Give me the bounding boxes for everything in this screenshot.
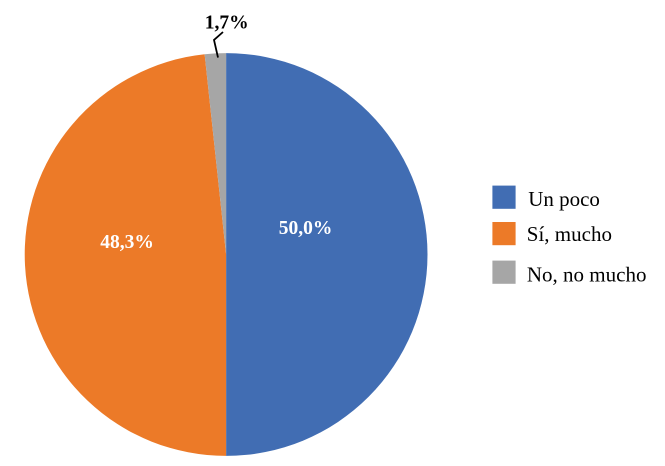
svg-text:48,3%: 48,3% — [100, 232, 154, 253]
svg-text:Un poco: Un poco — [528, 187, 600, 211]
svg-text:50,0%: 50,0% — [279, 218, 333, 239]
svg-text:Sí, mucho: Sí, mucho — [527, 222, 612, 246]
svg-text:No, no mucho: No, no mucho — [527, 262, 647, 286]
svg-text:1,7%: 1,7% — [205, 12, 249, 33]
